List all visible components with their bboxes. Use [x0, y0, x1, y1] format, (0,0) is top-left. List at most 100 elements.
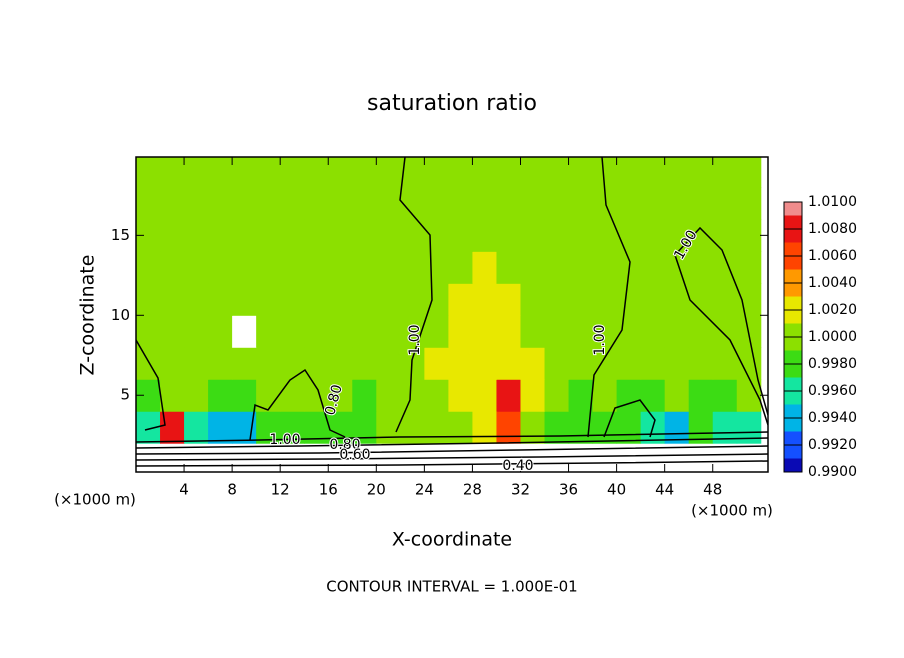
- heatmap: [136, 157, 762, 472]
- heatmap-cell: [544, 219, 570, 252]
- heatmap-cell: [472, 347, 497, 380]
- heatmap-cell: [424, 411, 449, 444]
- heatmap-cell: [496, 251, 521, 284]
- heatmap-cell: [400, 379, 425, 412]
- heatmap-cell: [328, 379, 353, 412]
- heatmap-cell: [520, 187, 546, 220]
- heatmap-cell: [448, 411, 473, 444]
- heatmap-cell: [448, 219, 473, 252]
- heatmap-cell: [304, 379, 329, 412]
- plot-frame: [135, 156, 769, 473]
- heatmap-cell: [496, 283, 521, 316]
- heatmap-cell: [544, 411, 570, 444]
- heatmap-cell: [712, 443, 738, 472]
- heatmap-cell: [688, 379, 714, 412]
- heatmap-cell: [256, 219, 281, 252]
- heatmap-cell: [568, 379, 594, 412]
- heatmap-cell: [376, 379, 401, 412]
- heatmap-cell: [184, 283, 209, 316]
- heatmap-cell: [664, 157, 690, 188]
- heatmap-cell: [232, 251, 257, 284]
- heatmap-cell: [424, 219, 449, 252]
- heatmap-cell: [520, 157, 546, 188]
- heatmap-cell: [472, 283, 497, 316]
- heatmap-cell: [664, 219, 690, 252]
- heatmap-cell: [640, 283, 666, 316]
- colorbar-swatch: [784, 202, 802, 216]
- heatmap-cell: [424, 251, 449, 284]
- contour-line: [136, 453, 768, 461]
- y-tick-label: 5: [120, 386, 130, 404]
- heatmap-cell: [592, 411, 618, 444]
- heatmap-cell: [424, 443, 449, 472]
- heatmap-cell: [544, 347, 570, 380]
- heatmap-cell: [304, 157, 329, 188]
- heatmap-cell: [568, 283, 594, 316]
- heatmap-cell: [328, 315, 353, 348]
- heatmap-cell: [400, 411, 425, 444]
- heatmap-cell: [280, 411, 305, 444]
- heatmap-cell: [664, 315, 690, 348]
- heatmap-cell: [376, 315, 401, 348]
- colorbar-label: 0.9940: [808, 410, 857, 426]
- contour-label: 0.60: [339, 447, 370, 463]
- heatmap-cell: [160, 283, 185, 316]
- heatmap-cell: [232, 379, 257, 412]
- colorbar-frame: [783, 201, 803, 473]
- heatmap-cell: [160, 315, 185, 348]
- heatmap-cell: [184, 187, 209, 220]
- heatmap-cell: [592, 251, 618, 284]
- heatmap-cell: [568, 187, 594, 220]
- colorbar-label: 1.0060: [808, 248, 857, 264]
- heatmap-cell: [448, 315, 473, 348]
- heatmap-cell: [520, 251, 546, 284]
- heatmap-cell: [280, 347, 305, 380]
- x-tick-label: 16: [319, 481, 338, 499]
- colorbar-label: 1.0100: [808, 194, 857, 210]
- heatmap-cell: [328, 219, 353, 252]
- heatmap-cell: [184, 251, 209, 284]
- y-tick-label: 10: [111, 306, 130, 324]
- heatmap-cell: [136, 315, 161, 348]
- heatmap-cell: [352, 187, 377, 220]
- heatmap-cell: [616, 283, 642, 316]
- contour-label: 0.80: [329, 437, 360, 453]
- heatmap-cell: [400, 443, 425, 472]
- heatmap-cell: [640, 315, 666, 348]
- heatmap-cell: [520, 283, 546, 316]
- heatmap-cell: [280, 379, 305, 412]
- heatmap-cell: [280, 251, 305, 284]
- contour-line: [674, 226, 768, 426]
- heatmap-cell: [376, 411, 401, 444]
- heatmap-cell: [472, 187, 497, 220]
- heatmap-cell: [544, 157, 570, 188]
- heatmap-cell: [640, 219, 666, 252]
- heatmap-cell: [136, 251, 161, 284]
- heatmap-cell: [664, 187, 690, 220]
- heatmap-cell: [352, 251, 377, 284]
- contour-label: 0.40: [502, 458, 533, 474]
- heatmap-cell: [376, 157, 401, 188]
- heatmap-cell: [184, 157, 209, 188]
- heatmap-cell: [496, 411, 521, 444]
- heatmap-cell: [424, 347, 449, 380]
- heatmap-cell: [472, 379, 497, 412]
- heatmap-cell: [640, 157, 666, 188]
- heatmap-cell: [496, 379, 521, 412]
- heatmap-cell: [592, 347, 618, 380]
- heatmap-cell: [136, 283, 161, 316]
- x-axis-title: X-coordinate: [392, 529, 512, 551]
- heatmap-cell: [328, 443, 353, 472]
- heatmap-cell: [496, 315, 521, 348]
- heatmap-cell: [616, 411, 642, 444]
- heatmap-cell: [256, 443, 281, 472]
- heatmap-cell: [472, 315, 497, 348]
- contour-label: 1.00: [592, 324, 608, 355]
- heatmap-cell: [568, 315, 594, 348]
- heatmap-cell: [544, 443, 570, 472]
- heatmap-cell: [736, 187, 762, 220]
- heatmap-cell: [352, 283, 377, 316]
- heatmap-cell: [616, 157, 642, 188]
- heatmap-cell: [184, 347, 209, 380]
- heatmap-cell: [544, 379, 570, 412]
